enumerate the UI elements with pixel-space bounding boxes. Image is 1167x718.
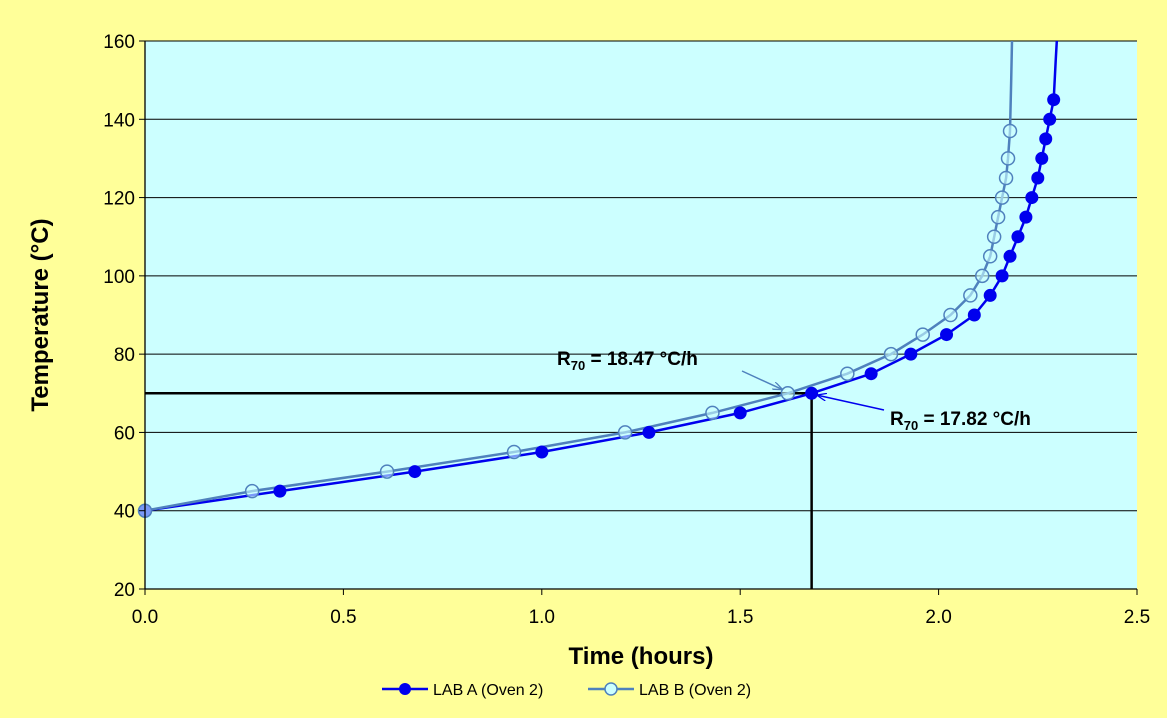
legend-entry-lab-a: LAB A (Oven 2) <box>382 682 543 699</box>
data-point-lab-b <box>705 405 720 421</box>
data-point-lab-a <box>904 347 918 361</box>
data-point-lab-a <box>535 445 549 459</box>
y-tick-label: 120 <box>103 189 135 210</box>
data-point-lab-b <box>994 190 1010 205</box>
data-point-lab-b <box>1002 123 1018 139</box>
x-axis-title: Time (hours) <box>569 643 714 670</box>
data-point-lab-a <box>805 386 819 400</box>
data-point-lab-a <box>273 484 287 498</box>
data-point-lab-a <box>995 269 1009 283</box>
series-line-lab-b <box>144 40 1014 512</box>
data-point-lab-b <box>990 209 1006 225</box>
annotation-arrow-lab-b <box>741 370 782 389</box>
data-point-lab-b <box>379 464 395 479</box>
data-point-lab-b <box>780 386 796 401</box>
data-point-lab-a <box>940 328 954 342</box>
data-point-lab-a <box>1039 132 1053 146</box>
data-point-lab-a <box>1003 249 1017 263</box>
data-point-lab-b <box>974 268 990 284</box>
data-point-lab-b <box>986 229 1002 244</box>
annotation-lab-a-rate: R70 = 17.82 °C/h <box>890 409 1031 433</box>
annotation-lab-a-suffix: = 17.82 °C/h <box>918 409 1031 430</box>
x-tick-label: 1.0 <box>529 607 555 628</box>
annotation-lab-b-prefix: R <box>557 349 571 370</box>
gridlines <box>145 40 1137 590</box>
data-point-lab-a <box>408 465 422 479</box>
data-point-lab-a <box>983 288 997 302</box>
data-point-lab-a <box>1019 210 1033 224</box>
data-point-lab-a <box>1025 191 1039 205</box>
data-point-lab-b <box>1000 151 1016 166</box>
annotation-layer: R70 = 18.47 °C/h R70 = 17.82 °C/h <box>557 349 1031 433</box>
data-point-lab-a <box>642 425 656 439</box>
data-point-lab-b <box>943 307 958 323</box>
data-point-lab-b <box>883 346 899 362</box>
data-point-lab-a <box>733 406 747 420</box>
y-tick-label: 140 <box>103 110 135 131</box>
plot-area <box>145 41 1137 589</box>
annotation-lab-b-subscript: 70 <box>571 358 585 373</box>
y-tick-label: 80 <box>114 345 135 366</box>
data-point-lab-a <box>967 308 981 322</box>
legend: LAB A (Oven 2) LAB B (Oven 2) <box>382 682 751 699</box>
data-point-lab-a <box>1047 93 1061 107</box>
x-tick-label: 0.5 <box>330 607 356 628</box>
x-tick-label: 1.5 <box>727 607 753 628</box>
data-point-lab-b <box>982 249 998 264</box>
legend-marker-lab-a <box>399 683 411 695</box>
data-point-lab-b <box>244 483 260 499</box>
data-point-lab-a <box>1031 171 1045 185</box>
y-tick-label: 160 <box>103 32 135 53</box>
x-tick-label: 2.0 <box>925 607 951 628</box>
data-point-lab-a <box>1043 112 1057 126</box>
legend-entry-lab-b: LAB B (Oven 2) <box>588 682 751 699</box>
data-point-lab-b <box>617 425 633 440</box>
data-point-lab-b <box>963 288 978 303</box>
annotation-arrow-lab-a <box>818 395 885 411</box>
x-tick-label: 0.0 <box>132 607 158 628</box>
data-point-lab-b <box>506 444 522 460</box>
axes <box>144 41 1137 590</box>
legend-label-lab-a: LAB A (Oven 2) <box>433 682 543 699</box>
x-tick-label: 2.5 <box>1124 607 1150 628</box>
tick-labels: 20 40 60 80 100 120 140 160 0.0 0.5 1.0 1.5 2.0 2.5 <box>103 32 1150 628</box>
data-point-lab-b <box>998 170 1014 186</box>
legend-marker-lab-b <box>604 682 618 696</box>
data-point-lab-b <box>840 366 855 381</box>
y-tick-label: 60 <box>114 423 135 444</box>
y-tick-label: 40 <box>114 502 135 523</box>
annotation-lab-b-suffix: = 18.47 °C/h <box>585 349 698 370</box>
series-layer <box>137 40 1061 518</box>
annotation-lab-a-prefix: R <box>890 409 904 430</box>
legend-label-lab-b: LAB B (Oven 2) <box>639 682 751 699</box>
data-point-lab-a <box>1011 230 1025 244</box>
data-point-lab-b <box>915 327 930 342</box>
reference-lines <box>145 392 813 589</box>
y-axis-title: Temperature (°C) <box>27 218 54 411</box>
y-tick-label: 100 <box>103 267 135 288</box>
annotation-lab-a-subscript: 70 <box>904 418 918 433</box>
data-point-lab-a <box>864 367 878 381</box>
annotation-lab-b-rate: R70 = 18.47 °C/h <box>557 349 698 373</box>
y-tick-label: 20 <box>114 580 135 601</box>
data-point-lab-a <box>1035 151 1049 165</box>
